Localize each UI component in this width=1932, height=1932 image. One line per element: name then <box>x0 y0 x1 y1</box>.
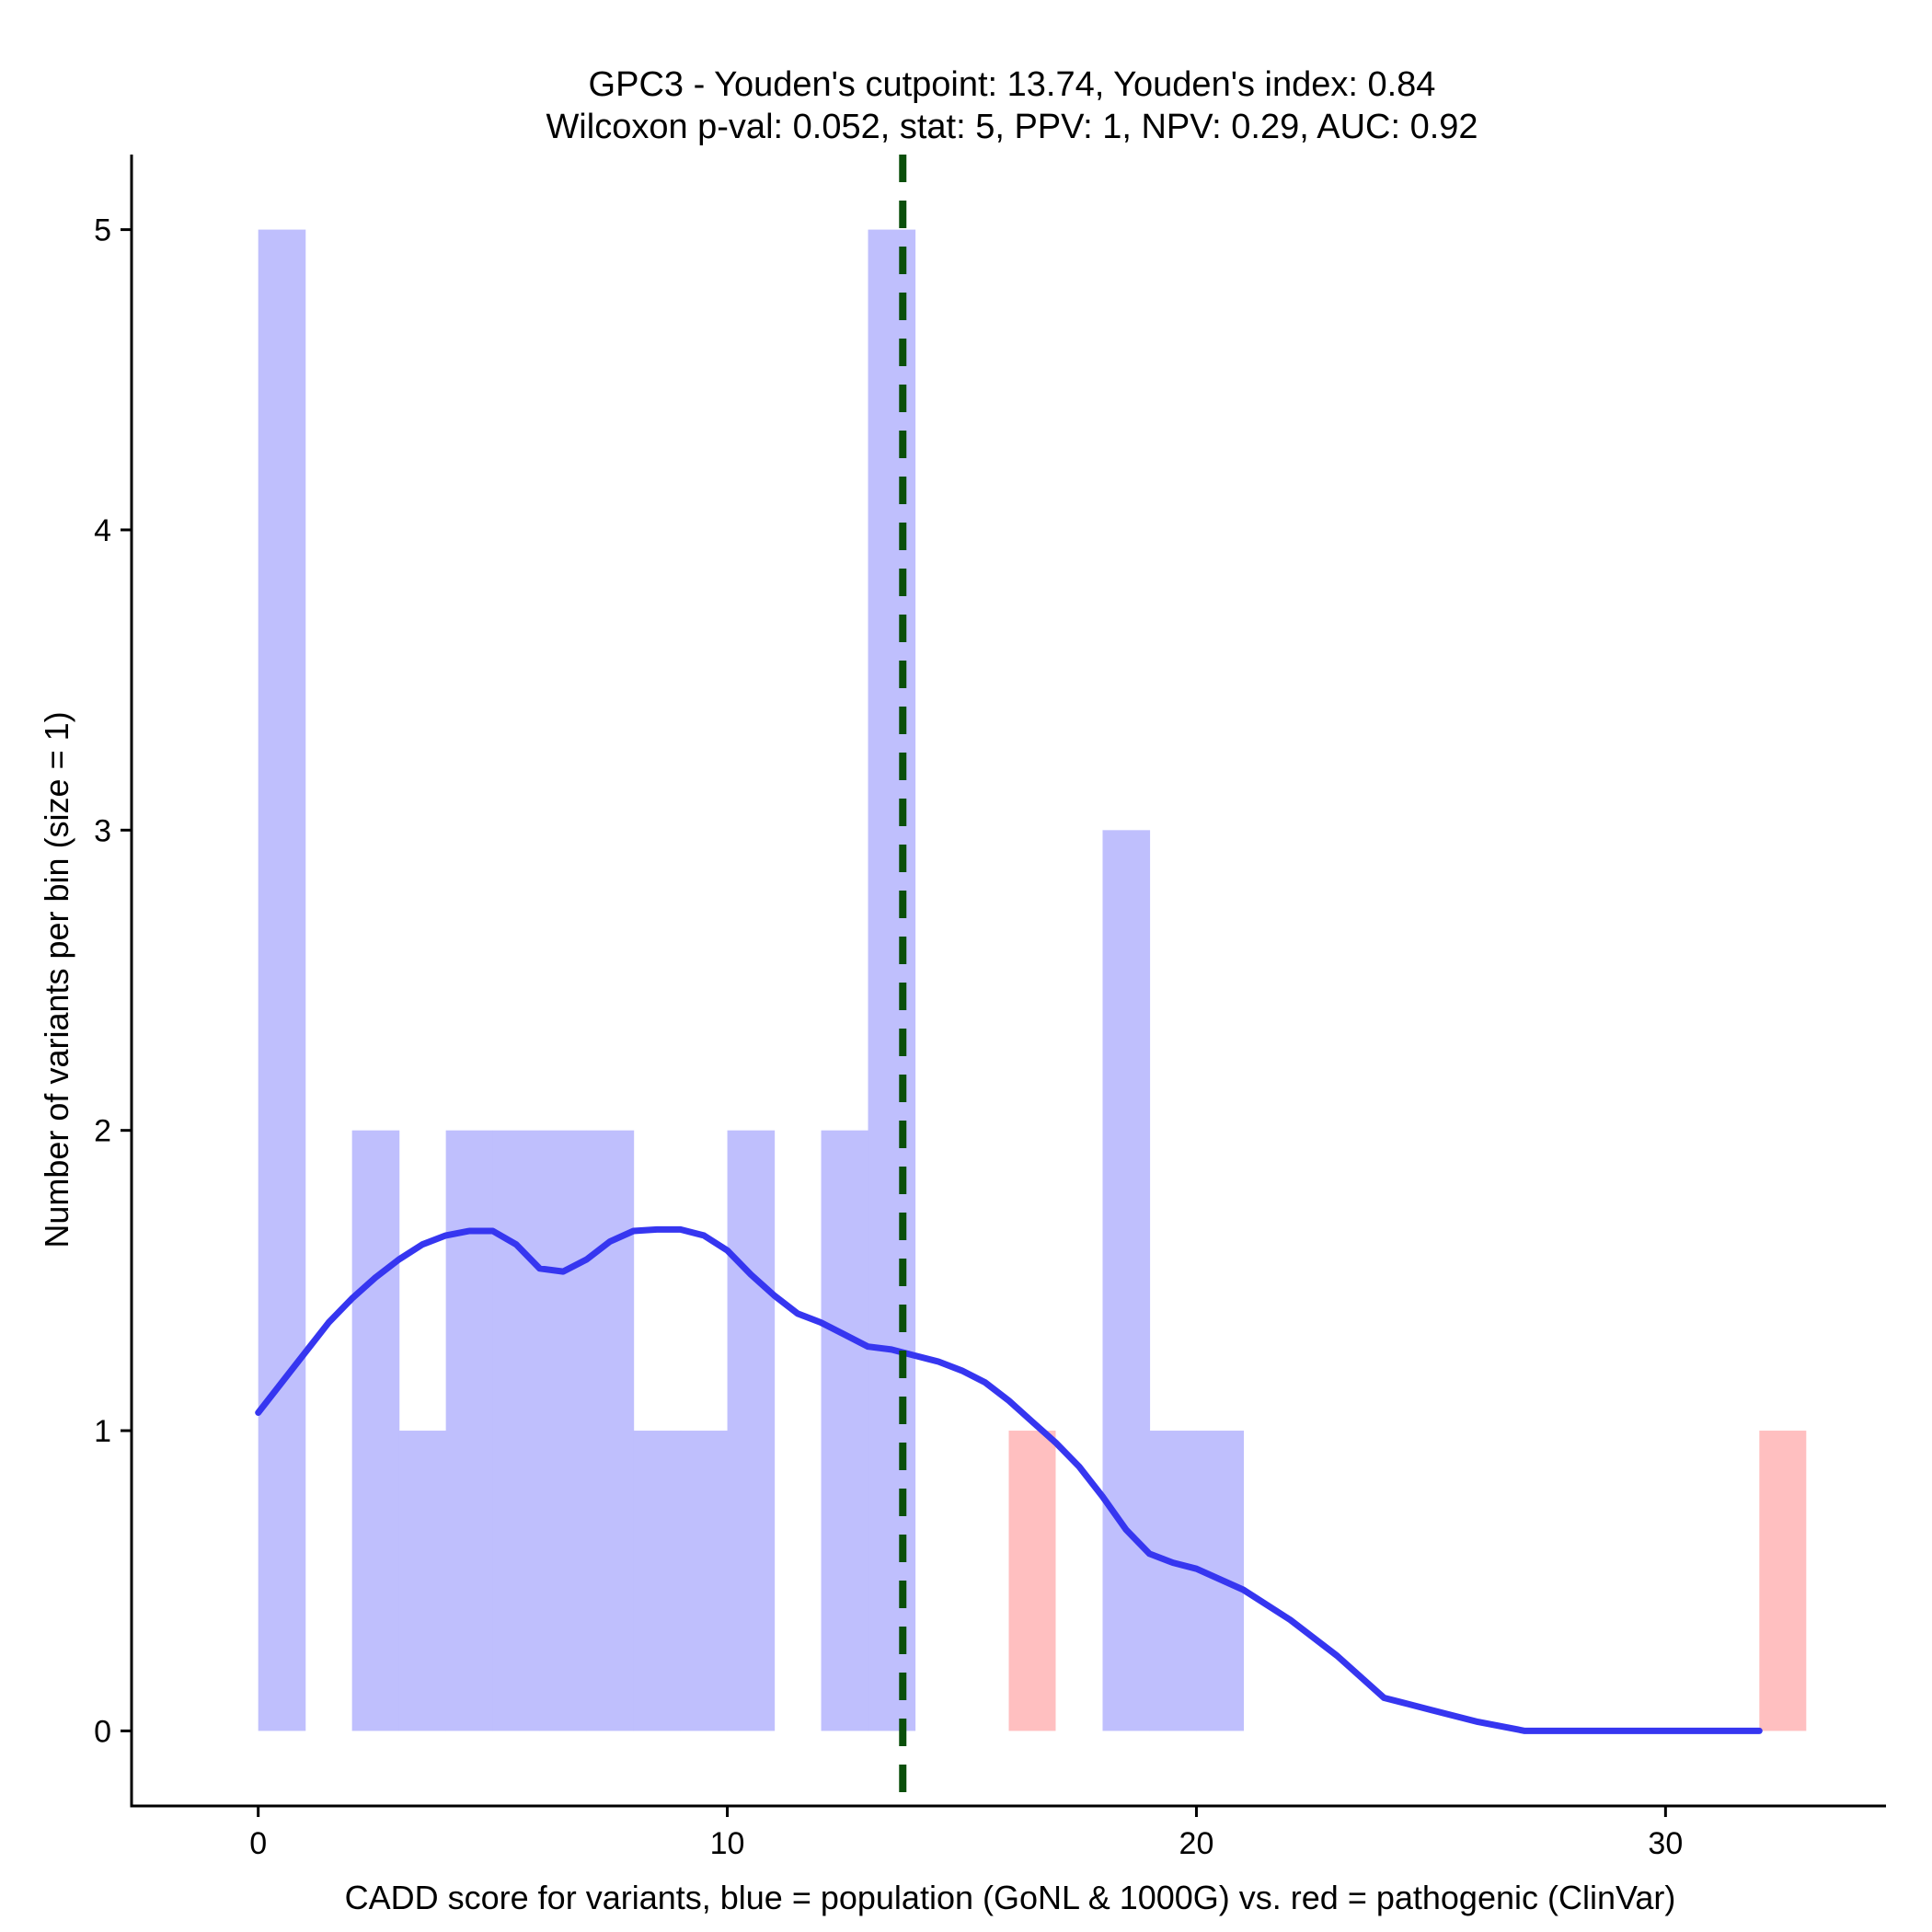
population-bar-1 <box>351 1130 400 1731</box>
y-tick-label-5: 5 <box>94 213 111 248</box>
population-bar-5 <box>539 1130 588 1731</box>
population-bar-6 <box>586 1130 635 1731</box>
x-axis-title: CADD score for variants, blue = populati… <box>345 1879 1676 1916</box>
population-bar-10 <box>821 1130 869 1731</box>
population-bar-0 <box>258 229 306 1731</box>
x-axis-ticks: 0 10 20 30 <box>249 1806 1683 1861</box>
population-bar-2 <box>398 1431 447 1731</box>
y-axis-ticks: 0 1 2 3 4 5 <box>94 213 132 1749</box>
x-tick-label-30: 30 <box>1648 1826 1683 1861</box>
population-bar-4 <box>492 1130 541 1731</box>
density-curve <box>255 1225 1763 1734</box>
population-bar-12 <box>1102 830 1151 1731</box>
pathogenic-bars <box>1008 1431 1807 1731</box>
population-bar-13 <box>1149 1431 1198 1731</box>
population-bar-3 <box>445 1130 494 1731</box>
population-bar-8 <box>680 1431 729 1731</box>
x-tick-label-0: 0 <box>249 1826 267 1861</box>
population-bar-11 <box>868 229 916 1731</box>
y-tick-label-3: 3 <box>94 813 111 848</box>
y-tick-label-2: 2 <box>94 1114 111 1149</box>
y-tick-label-0: 0 <box>94 1714 111 1749</box>
pathogenic-bar-1 <box>1759 1431 1807 1731</box>
density-curve-layer <box>255 1225 1763 1734</box>
chart-subtitle: Wilcoxon p-val: 0.052, stat: 5, PPV: 1, … <box>546 108 1478 146</box>
y-tick-label-1: 1 <box>94 1414 111 1449</box>
y-tick-label-4: 4 <box>94 513 111 548</box>
x-tick-label-20: 20 <box>1179 1826 1214 1861</box>
population-bars <box>258 229 1245 1731</box>
axes <box>130 155 1886 1808</box>
population-bar-7 <box>633 1431 682 1731</box>
pathogenic-bar-0 <box>1008 1431 1056 1731</box>
population-bar-9 <box>727 1130 776 1731</box>
x-tick-label-10: 10 <box>710 1826 745 1861</box>
chart-title: GPC3 - Youden's cutpoint: 13.74, Youden'… <box>589 65 1436 104</box>
y-axis-title: Number of variants per bin (size = 1) <box>38 711 75 1248</box>
